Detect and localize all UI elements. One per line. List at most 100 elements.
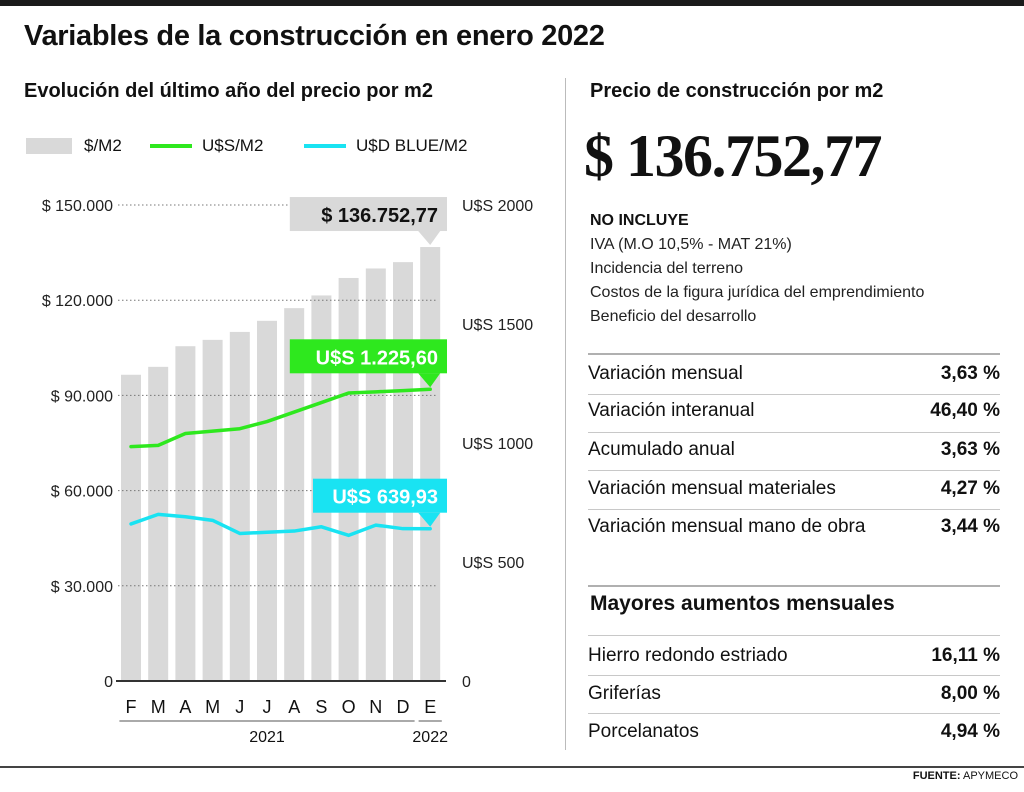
x-tick-label: M (151, 697, 166, 717)
year-label: 2021 (249, 729, 285, 746)
y-left-tick-label: $ 120.000 (42, 293, 113, 310)
bar (148, 366, 169, 681)
variacion-row: Variación mensual 3,63 % (588, 363, 1000, 385)
variacion-label: Acumulado anual (588, 439, 735, 460)
y-left-tick-label: $ 30.000 (51, 579, 113, 596)
y-right-tick-label: 0 (462, 674, 471, 691)
legend-swatch-usd (150, 144, 192, 148)
source-label: FUENTE: (912, 770, 961, 782)
bar (121, 374, 141, 681)
legend-item-usd-blue: U$D BLUE/M2 (304, 133, 467, 159)
bar (175, 346, 196, 681)
no-incluye-item: Incidencia del terreno (590, 260, 743, 277)
y-right-tick-label: U$S 2000 (462, 198, 533, 215)
divider (588, 432, 1000, 433)
mayores-row: Griferías 8,00 % (588, 683, 1000, 705)
x-tick-label: J (263, 697, 272, 717)
mayores-value: 8,00 % (940, 683, 1000, 704)
legend-label-usd-blue: U$D BLUE/M2 (356, 136, 468, 155)
y-right-tick-label: U$S 500 (462, 555, 524, 572)
variacion-label: Variación mensual (588, 363, 743, 384)
price-subtitle: Precio de construcción por m2 (590, 80, 884, 102)
callout-box (289, 197, 447, 232)
callout-label: U$S 1.225,60 (316, 347, 438, 369)
mayores-label: Hierro redondo estriado (588, 645, 788, 666)
variacion-label: Variación mensual materiales (588, 478, 836, 499)
callout-box (289, 339, 447, 374)
source-credit: FUENTE: APYMECO (913, 770, 1018, 782)
bar (284, 308, 305, 681)
bar (365, 268, 386, 681)
series-line (129, 512, 432, 538)
y-right-tick-label: U$S 1000 (462, 436, 533, 453)
variacion-value: 46,40 % (930, 400, 1000, 421)
y-left-tick-label: $ 90.000 (51, 388, 113, 405)
divider (588, 394, 1000, 395)
callout-pointer (418, 512, 441, 527)
legend-label-usd: U$S/M2 (202, 136, 264, 155)
legend-item-pesos: $/M2 (26, 133, 122, 159)
price-evolution-chart: 0 $ 30.000 $ 60.000 $ 90.000 $ 120.000 $ 150.… (42, 197, 533, 746)
variacion-label: Variación mensual mano de obra (588, 516, 866, 537)
callout-box (313, 478, 447, 513)
bar (202, 339, 223, 681)
mayores-row: Porcelanatos 4,94 % (588, 721, 1000, 743)
x-tick-label: O (342, 697, 356, 717)
no-incluye-item: Beneficio del desarrollo (590, 308, 757, 325)
no-incluye-item: Costos de la figura jurídica del emprend… (590, 284, 925, 301)
x-tick-label: M (205, 697, 220, 717)
bar (229, 331, 250, 681)
x-tick-label: S (315, 697, 327, 717)
divider (588, 713, 1000, 714)
y-right-tick-label: U$S 1500 (462, 317, 533, 334)
variacion-row: Acumulado anual 3,63 % (588, 439, 1000, 461)
divider (588, 470, 1000, 471)
variacion-value: 3,63 % (940, 439, 1000, 460)
mayores-title: Mayores aumentos mensuales (590, 592, 895, 615)
no-incluye-item: IVA (M.O 10,5% - MAT 21%) (590, 236, 792, 253)
divider (588, 635, 1000, 636)
y-left-tick-label: 0 (104, 674, 113, 691)
no-incluye-title: NO INCLUYE (590, 212, 689, 229)
page-title: Variables de la construcción en enero 20… (24, 20, 605, 52)
variacion-row: Variación mensual mano de obra 3,44 % (588, 516, 1000, 538)
top-rule (0, 0, 1024, 6)
divider (588, 509, 1000, 510)
column-divider (565, 78, 566, 750)
divider (588, 585, 1000, 587)
mayores-label: Porcelanatos (588, 721, 699, 742)
variacion-row: Variación interanual 46,40 % (588, 400, 1000, 422)
legend-label-pesos: $/M2 (84, 136, 122, 155)
series-line (129, 387, 432, 449)
legend-item-usd: U$S/M2 (150, 133, 263, 159)
legend-swatch-pesos (26, 138, 72, 154)
divider (588, 675, 1000, 676)
legend-swatch-usd-blue (304, 144, 346, 148)
variacion-row: Variación mensual materiales 4,27 % (588, 478, 1000, 500)
y-left-tick-label: $ 150.000 (42, 198, 113, 215)
callout-pointer (418, 373, 441, 388)
y-left-tick-label: $ 60.000 (51, 484, 113, 501)
bar (257, 320, 277, 681)
x-tick-label: J (235, 697, 244, 717)
mayores-row: Hierro redondo estriado 16,11 % (588, 645, 1000, 667)
source-value: APYMECO (962, 770, 1018, 782)
x-tick-label: A (179, 697, 191, 717)
x-tick-label: E (424, 697, 436, 717)
year-label: 2022 (412, 729, 448, 746)
bar (393, 262, 413, 681)
mayores-label: Griferías (588, 683, 661, 704)
bar (420, 247, 441, 681)
variacion-label: Variación interanual (588, 400, 755, 421)
divider (588, 353, 1000, 355)
mayores-value: 16,11 % (931, 645, 1000, 666)
variacion-value: 4,27 % (940, 478, 1000, 499)
x-tick-label: F (126, 697, 137, 717)
callout-pointer (418, 231, 441, 246)
chart-subtitle: Evolución del último año del precio por … (24, 80, 433, 102)
bottom-rule (0, 766, 1024, 768)
variacion-value: 3,63 % (940, 363, 1000, 384)
x-tick-label: A (288, 697, 300, 717)
callout-label: $ 136.752,77 (321, 205, 438, 227)
variacion-value: 3,44 % (940, 516, 1000, 537)
